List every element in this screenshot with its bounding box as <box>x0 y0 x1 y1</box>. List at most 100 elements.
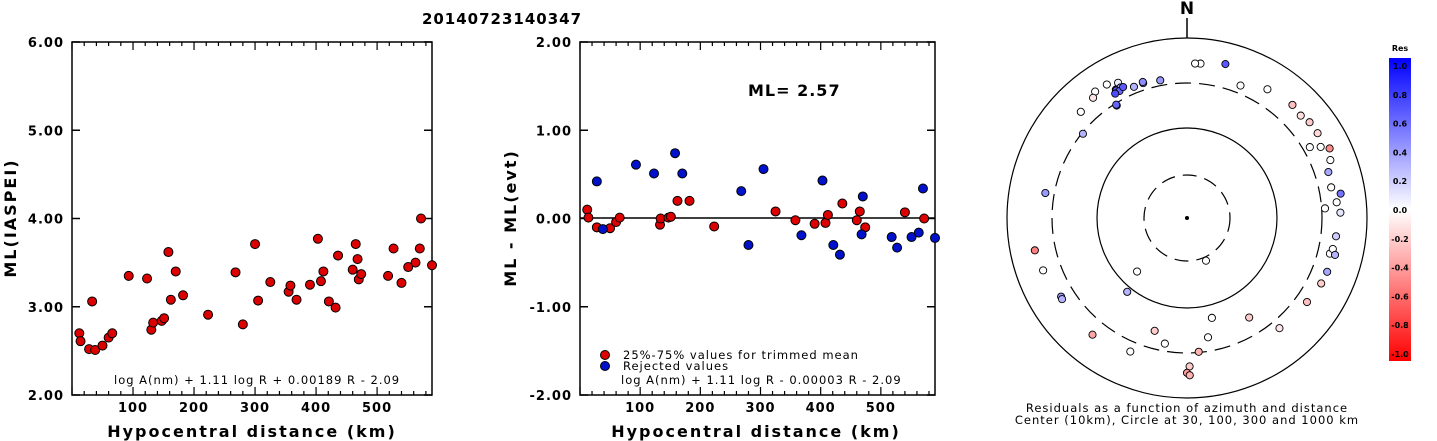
ml-residual-plot: -2.00 -1.00 0.00 1.00 2.00 100 200 300 400 500 M… <box>501 36 940 441</box>
rejected-point <box>834 249 845 260</box>
colorbar-tick-label: 0.8 <box>1393 91 1408 100</box>
formula-label: log A(nm) + 1.11 log R - 0.00003 R - 2.0… <box>621 373 902 387</box>
station-marker <box>1317 279 1326 288</box>
station-marker <box>1123 287 1132 296</box>
formula-label: log A(nm) + 1.11 log R + 0.00189 R - 2.0… <box>114 373 400 387</box>
rejected-point <box>828 239 839 250</box>
data-point <box>203 309 214 320</box>
data-point <box>333 250 344 261</box>
colorbar-tick-label: -0.6 <box>1391 292 1409 301</box>
colorbar-tick-label: 0.4 <box>1393 148 1408 157</box>
colorbar-tick-label: 0.6 <box>1393 120 1408 129</box>
station-marker <box>1316 142 1325 151</box>
data-point <box>291 294 302 305</box>
station-marker <box>1126 347 1135 356</box>
station-marker <box>1325 144 1334 153</box>
station-marker <box>1089 93 1098 102</box>
ring-30km <box>1143 174 1231 262</box>
data-point <box>410 257 421 268</box>
y-tick-label: 4.00 <box>28 213 64 228</box>
trimmed-point <box>919 213 930 224</box>
data-point <box>304 279 315 290</box>
data-point <box>315 276 326 287</box>
station-marker <box>1203 333 1213 342</box>
station-marker <box>1305 118 1314 127</box>
y-axis-ticks: 2.00 3.00 4.00 5.00 6.00 <box>28 36 432 404</box>
caption-line-2: Center (10km), Circle at 30, 100, 300 an… <box>1015 413 1359 427</box>
y-tick-label: -2.00 <box>530 389 572 404</box>
rejected-point <box>857 191 868 202</box>
rejected-point <box>677 168 688 179</box>
data-point <box>142 273 153 284</box>
legend-label-trimmed: 25%-75% values for trimmed mean <box>623 348 859 362</box>
data-point <box>163 247 174 258</box>
plot-frame <box>71 41 433 396</box>
station-marker <box>1133 267 1142 276</box>
x-tick-label: 500 <box>866 401 896 416</box>
data-point <box>312 233 323 244</box>
trimmed-point <box>790 215 801 226</box>
data-point <box>75 336 86 347</box>
station-marker <box>1185 371 1194 380</box>
figure-title: 20140723140347 <box>422 10 582 28</box>
x-axis-ticks: 100 200 300 400 500 <box>579 42 930 416</box>
colorbar-tick-label: -0.4 <box>1391 264 1409 273</box>
legend-label-rejected: Rejected values <box>623 359 729 373</box>
x-tick-label: 300 <box>240 401 270 416</box>
data-point <box>403 262 414 273</box>
rejected-point <box>796 230 807 241</box>
data-point <box>330 302 341 313</box>
station-marker <box>1332 198 1341 207</box>
data-point <box>250 239 261 250</box>
station-marker <box>1327 183 1336 192</box>
trimmed-point <box>809 218 820 229</box>
colorbar-tick-label: -0.8 <box>1391 321 1409 330</box>
station-marker <box>1041 188 1050 198</box>
north-label: N <box>1180 0 1194 19</box>
data-point <box>253 295 264 306</box>
data-point <box>107 328 118 339</box>
station-marker <box>1296 111 1305 120</box>
station-marker <box>1236 81 1245 90</box>
station-marker <box>1221 60 1230 69</box>
colorbar-tick-label: 1.0 <box>1393 62 1408 71</box>
y-tick-label: -1.00 <box>530 301 572 316</box>
x-tick-label: 400 <box>806 401 836 416</box>
y-tick-label: 3.00 <box>28 301 64 316</box>
x-tick-label: 200 <box>179 401 209 416</box>
station-marker <box>1039 266 1048 275</box>
legend: 25%-75% values for trimmed mean Rejected… <box>600 348 859 373</box>
data-point <box>396 277 407 288</box>
data-point <box>388 243 399 254</box>
trimmed-point <box>684 195 695 206</box>
x-tick-label: 200 <box>685 401 715 416</box>
rejected-point <box>886 232 897 243</box>
station-marker <box>1160 339 1169 348</box>
trimmed-point <box>614 212 625 223</box>
x-tick-label: 500 <box>362 401 392 416</box>
caption-line-1: Residuals as a function of azimuth and d… <box>1026 401 1348 415</box>
legend-marker-trimmed <box>600 350 610 360</box>
rejected-point <box>630 159 641 170</box>
colorbar-title: Res <box>1392 44 1409 53</box>
station-marker <box>1302 297 1312 307</box>
data-point <box>356 269 367 280</box>
rejected-point <box>670 148 681 159</box>
data-point <box>170 266 181 277</box>
data-point <box>148 317 159 328</box>
ml-annotation: ML= 2.57 <box>748 81 841 100</box>
colorbar-ticks: 1.0 0.8 0.6 0.4 0.2 0.0 -0.2 -0.4 -0.6 -0.8 -1.0 <box>1391 62 1409 359</box>
data-point <box>347 264 358 275</box>
rejected-point <box>930 232 940 243</box>
data-point <box>237 319 248 330</box>
data-point <box>350 239 361 250</box>
station-marker <box>1129 82 1139 91</box>
ring-100km <box>1096 127 1278 309</box>
data-point <box>427 260 437 271</box>
trimmed-point <box>770 206 781 217</box>
colorbar-gradient <box>1389 58 1411 361</box>
trimmed-point <box>854 206 865 217</box>
x-tick-label: 400 <box>301 401 331 416</box>
y-axis-label: ML - ML(evt) <box>501 149 520 287</box>
